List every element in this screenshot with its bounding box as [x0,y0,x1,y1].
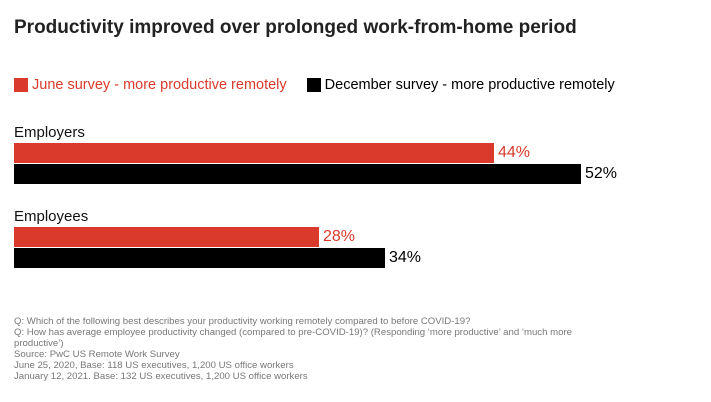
footnote-january-base: January 12, 2021. Base: 132 US executive… [14,371,308,382]
bar-employees-june [14,227,319,247]
value-label-employers-june: 44% [498,144,531,161]
legend: June survey - more productive remotely D… [14,77,635,93]
bar-employers-december [14,164,581,184]
chart-title: Productivity improved over prolonged wor… [14,17,577,38]
value-label-employees-december: 34% [389,249,422,266]
footnote-source: Source: PwC US Remote Work Survey [14,349,180,360]
value-label-employees-june: 28% [323,228,356,245]
category-label-employees: Employees [14,208,89,225]
bar-employees-december [14,248,385,268]
legend-item-december: December survey - more productive remote… [306,77,615,93]
footnote-question-2: Q: How has average employee productivity… [14,327,572,349]
legend-label-june: June survey - more productive remotely [32,77,287,93]
footnote-question-1: Q: Which of the following best describes… [14,316,471,327]
legend-swatch-june [14,78,28,92]
legend-item-june: June survey - more productive remotely [14,77,287,93]
legend-swatch-december [306,78,321,92]
footnotes: Q: Which of the following best describes… [14,316,574,382]
value-label-employers-december: 52% [585,165,618,182]
footnote-june-base: June 25, 2020, Base: 118 US executives, … [14,360,294,371]
bar-employers-june [14,143,494,163]
legend-label-december: December survey - more productive remote… [324,77,615,93]
category-label-employers: Employers [14,124,85,141]
